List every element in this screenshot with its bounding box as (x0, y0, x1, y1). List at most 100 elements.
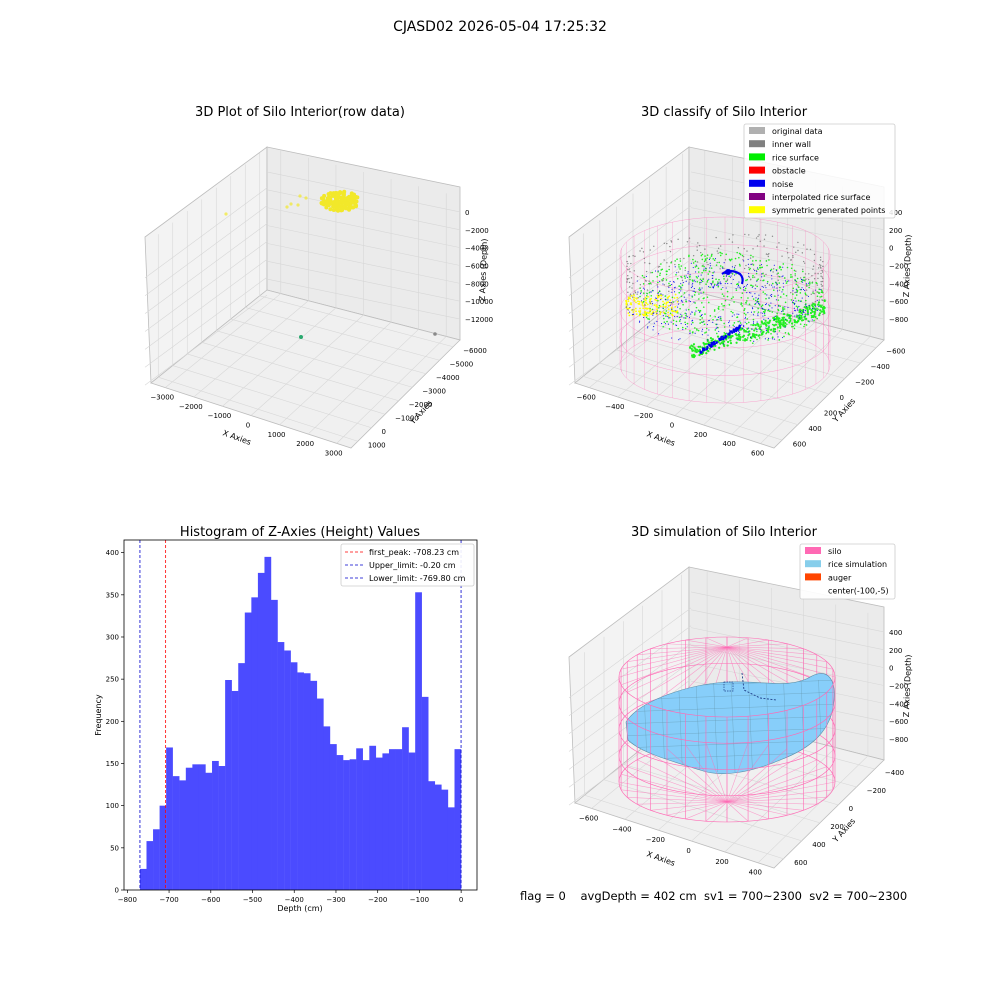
legend-swatch (749, 193, 765, 200)
surface-point (639, 313, 641, 315)
surface-point (648, 291, 651, 294)
noise-point (808, 304, 810, 306)
surface-point (736, 316, 738, 319)
surface-point (778, 275, 781, 278)
noise-point (751, 328, 753, 330)
noise-point (722, 287, 724, 289)
wall-point (755, 237, 758, 239)
noise-point (716, 323, 718, 325)
histogram-bar (231, 690, 239, 890)
surface-point (811, 315, 814, 318)
surface-point (776, 312, 778, 315)
noise-point (755, 303, 757, 305)
noise-point (802, 313, 804, 315)
surface-point (707, 301, 710, 304)
surface-point (766, 264, 768, 267)
surface-point (766, 321, 769, 324)
histogram-bar (329, 744, 337, 890)
surface-point (772, 316, 775, 320)
noise-point (819, 289, 821, 291)
surface-point (657, 281, 659, 284)
wall-point (794, 274, 796, 277)
surface-point (771, 323, 774, 326)
wall-point (666, 242, 668, 245)
histogram-bar (447, 807, 455, 890)
histogram-bar (343, 760, 350, 890)
generated-point (638, 310, 640, 313)
surface-point (659, 274, 661, 276)
noise-point (685, 280, 687, 282)
gridline (568, 276, 692, 368)
noise-point (691, 311, 693, 313)
surface-point (732, 296, 734, 298)
gridline (266, 278, 461, 320)
wall-point (813, 292, 815, 295)
noise-point (787, 306, 789, 308)
silo-floor-line (650, 753, 728, 803)
surface-point (772, 329, 775, 333)
histogram-bar (159, 805, 167, 890)
generated-point (667, 308, 670, 311)
surface-point (800, 280, 803, 283)
histogram-bar (166, 747, 173, 890)
noise-point (738, 313, 740, 315)
legend-label: center(-100,-5) (828, 587, 889, 596)
surface-point (750, 324, 752, 326)
noise-point (794, 310, 796, 312)
surface-point (742, 339, 744, 341)
wall-point (716, 261, 718, 264)
noise-point (676, 324, 678, 327)
wall-point (746, 250, 748, 252)
surface-point (694, 347, 697, 350)
surface-point (765, 260, 768, 262)
surface-point (800, 311, 803, 315)
wall-point (786, 247, 788, 250)
surface-point (709, 337, 713, 340)
surface-point (740, 302, 743, 304)
silo-floor-line (666, 748, 728, 803)
legend-label: noise (772, 180, 793, 189)
noise-point (776, 284, 778, 286)
surface-point (744, 329, 747, 333)
surface-point (692, 258, 694, 261)
surface-point (806, 313, 810, 316)
surface-point (760, 320, 763, 323)
surface-point (693, 313, 696, 316)
wall-point (803, 244, 805, 246)
noise-point (703, 268, 705, 270)
classified-points (625, 233, 826, 359)
wall-point (807, 278, 810, 281)
silo-floor-line (618, 781, 728, 803)
noise-point (661, 323, 663, 325)
noise-point (670, 321, 672, 323)
noise-point (788, 280, 790, 282)
wall-point (631, 287, 633, 289)
noise-point (685, 275, 687, 277)
x-axis-label: X Axies (645, 849, 676, 868)
data-point (299, 335, 303, 339)
noise-point (654, 270, 657, 272)
noise-point (632, 309, 634, 311)
gridline (144, 205, 268, 297)
legend-box (340, 543, 475, 587)
noise-point (801, 287, 803, 289)
surface-point (683, 292, 686, 294)
surface-point (796, 289, 799, 292)
surface-point (750, 254, 752, 257)
wall-point (688, 237, 691, 239)
noise-point (737, 286, 739, 288)
surface-point (808, 306, 811, 309)
wall-point (821, 276, 823, 278)
noise-point (718, 282, 720, 284)
noise-point (815, 305, 817, 307)
x-tick-label: −200 (634, 412, 653, 420)
z-tick-label: −200 (889, 263, 908, 271)
legend-swatch (805, 560, 821, 568)
noise-point (670, 302, 672, 304)
surface-point (782, 306, 784, 309)
surface-point (820, 305, 823, 308)
